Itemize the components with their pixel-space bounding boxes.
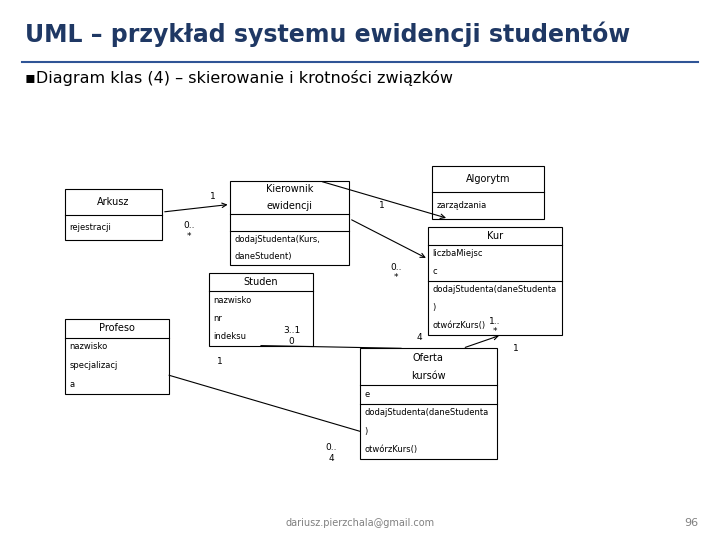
Bar — [65, 189, 162, 240]
Text: liczbaMiejsc: liczbaMiejsc — [433, 249, 483, 258]
Text: nazwisko: nazwisko — [69, 342, 107, 352]
Text: dodajStudenta(daneStudenta: dodajStudenta(daneStudenta — [433, 285, 557, 294]
Bar — [428, 227, 562, 335]
Text: Algorytm: Algorytm — [466, 174, 510, 184]
Text: Oferta: Oferta — [413, 353, 444, 362]
Text: 1: 1 — [217, 357, 222, 366]
Bar — [209, 273, 313, 346]
Text: ): ) — [364, 427, 368, 436]
Text: 0..
4: 0.. 4 — [325, 443, 337, 463]
Text: ): ) — [433, 303, 436, 312]
Text: ewidencji: ewidencji — [267, 201, 312, 211]
Text: nazwisko: nazwisko — [213, 295, 251, 305]
Text: indeksu: indeksu — [213, 332, 246, 341]
Text: 0..
*: 0.. * — [390, 263, 402, 282]
Text: otwórzKurs(): otwórzKurs() — [364, 446, 418, 454]
Text: specjalizacj: specjalizacj — [69, 361, 117, 370]
Text: 4: 4 — [416, 333, 422, 342]
Text: dodajStudenta(daneStudenta: dodajStudenta(daneStudenta — [364, 408, 489, 417]
Text: nr: nr — [213, 314, 222, 323]
Text: e: e — [364, 390, 369, 399]
Text: kursów: kursów — [411, 371, 446, 381]
Text: 96: 96 — [684, 518, 698, 528]
Text: 1..
*: 1.. * — [490, 317, 500, 336]
Text: c: c — [433, 267, 437, 276]
Text: a: a — [69, 380, 74, 389]
Text: Studen: Studen — [243, 277, 279, 287]
Text: 1: 1 — [379, 200, 384, 210]
Text: rejestracji: rejestracji — [69, 223, 111, 232]
Text: 0..
*: 0.. * — [184, 221, 195, 241]
Text: UML – przykład systemu ewidencji studentów: UML – przykład systemu ewidencji student… — [25, 22, 631, 47]
Bar — [360, 348, 497, 459]
Text: dodajStudenta(Kurs,: dodajStudenta(Kurs, — [235, 235, 320, 244]
Bar — [230, 181, 349, 265]
Text: 1: 1 — [210, 192, 215, 201]
Text: Arkusz: Arkusz — [97, 197, 130, 207]
Text: otwórzKurs(): otwórzKurs() — [433, 321, 486, 330]
Text: 1: 1 — [513, 344, 519, 353]
Text: ▪Diagram klas (4) – skierowanie i krotności związków: ▪Diagram klas (4) – skierowanie i krotno… — [25, 70, 453, 86]
Text: Profeso: Profeso — [99, 323, 135, 333]
Text: daneStudent): daneStudent) — [235, 252, 292, 261]
Text: zarządzania: zarządzania — [436, 201, 487, 210]
Text: dariusz.pierzchala@gmail.com: dariusz.pierzchala@gmail.com — [285, 518, 435, 528]
Text: Kierownik: Kierownik — [266, 184, 313, 194]
Bar — [432, 166, 544, 219]
Text: Kur: Kur — [487, 231, 503, 241]
Bar — [65, 319, 169, 394]
Text: 3..1
0: 3..1 0 — [283, 327, 300, 346]
